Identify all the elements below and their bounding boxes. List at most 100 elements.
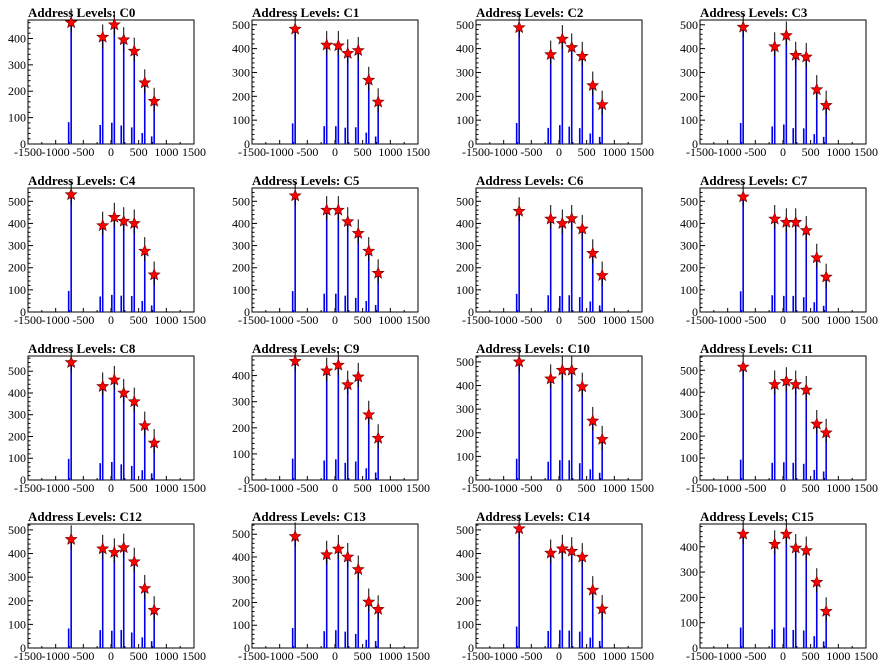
x-tick-label: -1000 — [266, 481, 294, 495]
x-tick-label: 0 — [332, 145, 338, 159]
panel-c15: Address Levels: C15 0 100 200 300 400 -1500 -10… — [680, 509, 878, 663]
x-tick-label: -500 — [744, 481, 766, 495]
x-tick-label: -1000 — [714, 649, 742, 663]
x-tick-label: 1500 — [854, 649, 878, 663]
peak-marker — [555, 541, 569, 555]
x-tick-label: 500 — [802, 481, 820, 495]
panel-c1: Address Levels: C10100200300400500-1500-… — [232, 5, 430, 159]
peak-marker — [96, 218, 110, 232]
x-tick-label: 500 — [578, 145, 596, 159]
peak-marker — [789, 541, 803, 554]
panel-title: Address Levels: C4 — [28, 173, 136, 188]
peak-marker — [138, 418, 152, 432]
y-tick-label: 100 — [456, 283, 474, 297]
y-tick-label: 200 — [456, 261, 474, 275]
y-tick-label: 0 — [20, 137, 26, 151]
y-tick-label: 500 — [8, 364, 26, 378]
peak-marker — [544, 212, 558, 225]
x-tick-label: 0 — [780, 649, 786, 663]
x-tick-label: 1500 — [182, 313, 206, 327]
y-tick-label: 400 — [232, 216, 250, 230]
peak-marker — [351, 562, 365, 576]
peak-marker — [362, 595, 376, 608]
peak-marker — [138, 581, 152, 594]
x-tick-label: -500 — [744, 649, 766, 663]
peak-marker — [320, 203, 334, 216]
peak-marker — [512, 521, 526, 535]
peak-marker — [565, 211, 579, 225]
peak-marker — [575, 379, 589, 393]
peak-marker — [565, 544, 579, 557]
x-tick-label: -1000 — [266, 313, 294, 327]
peak-marker — [351, 43, 365, 57]
x-tick-label: -500 — [744, 313, 766, 327]
peak-marker — [768, 537, 782, 550]
y-tick-label: 500 — [232, 18, 250, 32]
panel-c9: Address Levels: C9 0 100 200 300 400 -1500 -100… — [232, 341, 430, 495]
peak-marker — [819, 98, 833, 111]
y-tick-label: 400 — [8, 31, 26, 45]
x-tick-label: 1000 — [826, 313, 850, 327]
x-tick-label: 1500 — [630, 313, 654, 327]
y-tick-label: 0 — [20, 641, 26, 655]
x-tick-label: 500 — [354, 481, 372, 495]
peak-marker — [127, 216, 141, 229]
peak-marker — [779, 527, 793, 540]
y-tick-label: 200 — [456, 89, 474, 103]
peak-marker — [147, 94, 161, 107]
y-tick-label: 0 — [692, 137, 698, 151]
y-tick-label: 500 — [456, 523, 474, 537]
x-tick-label: 0 — [780, 481, 786, 495]
x-tick-label: 1500 — [406, 145, 430, 159]
peak-marker — [341, 377, 355, 391]
y-tick-label: 200 — [232, 421, 250, 435]
x-tick-label: -1500 — [686, 145, 714, 159]
peak-marker — [789, 48, 803, 61]
y-tick-label: 0 — [692, 473, 698, 487]
peak-marker — [107, 17, 121, 31]
y-tick-label: 300 — [680, 65, 698, 79]
peak-marker — [127, 554, 141, 568]
x-tick-label: -1000 — [42, 145, 70, 159]
panel-c5: Address Levels: C50100200300400500-1500-… — [232, 173, 430, 327]
y-tick-label: 300 — [232, 573, 250, 587]
panel-c0: Address Levels: C0 0 100 200 300 400 -1500 -100… — [8, 5, 206, 159]
x-tick-label: 1000 — [826, 481, 850, 495]
x-tick-label: 0 — [108, 145, 114, 159]
panel-c8: Address Levels: C80100200300400500-1500-… — [8, 341, 206, 495]
y-tick-label: 200 — [8, 261, 26, 275]
x-tick-label: 500 — [802, 649, 820, 663]
y-tick-label: 500 — [456, 355, 474, 369]
panel-title: Address Levels: C15 — [700, 509, 814, 524]
panel-title: Address Levels: C3 — [700, 5, 808, 20]
x-tick-label: 1500 — [182, 649, 206, 663]
peak-marker — [331, 38, 345, 52]
panel-title: Address Levels: C12 — [28, 509, 142, 524]
peak-marker — [819, 425, 833, 439]
peak-marker — [565, 363, 579, 376]
peak-marker — [810, 575, 824, 588]
peak-marker — [544, 47, 558, 61]
x-tick-label: 500 — [802, 145, 820, 159]
y-tick-label: 100 — [8, 451, 26, 465]
peak-marker — [819, 270, 833, 283]
y-tick-label: 200 — [456, 594, 474, 608]
x-tick-label: -500 — [296, 313, 318, 327]
x-tick-label: -1000 — [42, 313, 70, 327]
y-tick-label: 400 — [680, 42, 698, 56]
y-tick-label: 0 — [20, 305, 26, 319]
x-tick-label: 0 — [108, 649, 114, 663]
x-tick-label: -1500 — [14, 481, 42, 495]
peak-marker — [555, 216, 569, 229]
peak-marker — [288, 529, 302, 543]
panel-title: Address Levels: C7 — [700, 173, 808, 188]
x-tick-label: 0 — [780, 313, 786, 327]
peak-marker — [288, 22, 302, 35]
peak-marker — [736, 20, 750, 33]
panel-c4: Address Levels: C40100200300400500-1500-… — [8, 173, 206, 327]
x-tick-label: 1500 — [406, 481, 430, 495]
peak-marker — [595, 97, 609, 111]
plot-frame — [251, 187, 419, 313]
peak-marker — [117, 386, 131, 399]
x-tick-label: -1000 — [714, 313, 742, 327]
